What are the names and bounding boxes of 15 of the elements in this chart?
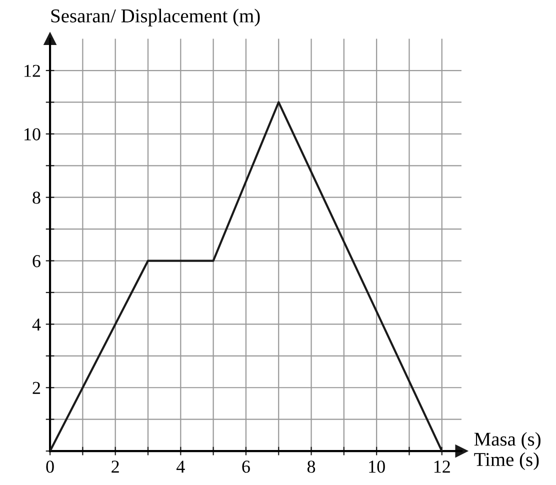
x-tick-label: 12	[434, 460, 450, 473]
y-tick-label: 12	[24, 64, 40, 77]
y-tick-label: 2	[32, 382, 40, 394]
x-tick-label: 0	[46, 460, 54, 473]
y-tick-label: 4	[32, 318, 41, 330]
y-axis-title: Sesaran/ Displacement (m)	[51, 8, 260, 26]
x-tick-label: 8	[307, 460, 316, 473]
x-tick-label: 10	[369, 460, 385, 473]
x-tick-label: 2	[112, 460, 119, 473]
x-axis-title: Masa (s) Time (s)	[474, 432, 540, 470]
x-tick-label: 4	[176, 460, 185, 473]
x-tick-label: 6	[242, 460, 250, 473]
y-tick-label: 8	[32, 192, 40, 204]
y-tick-label: 10	[24, 128, 40, 140]
y-tick-label: 6	[32, 255, 40, 268]
